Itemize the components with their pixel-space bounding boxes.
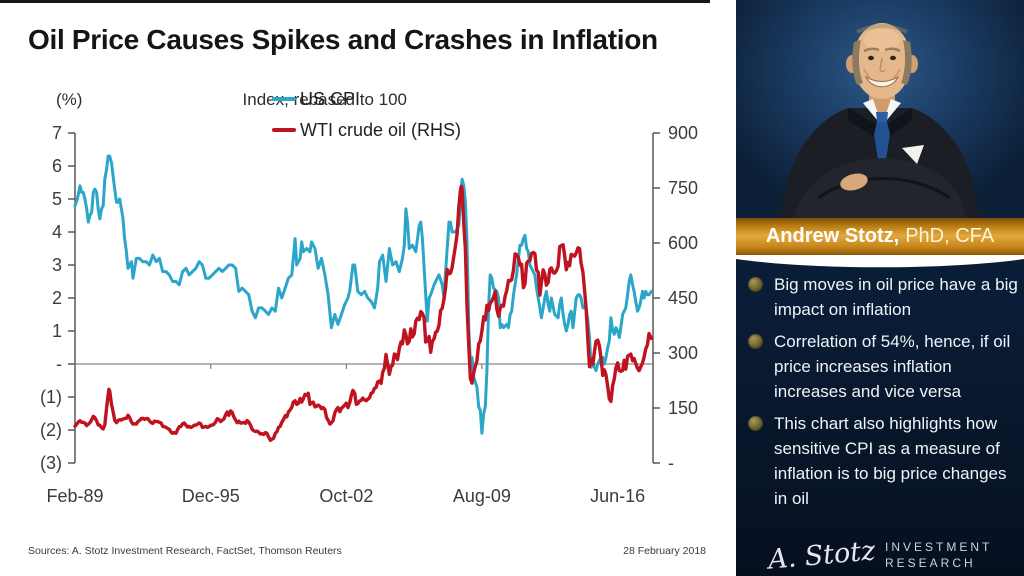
svg-text:750: 750 <box>668 178 698 198</box>
svg-text:450: 450 <box>668 288 698 308</box>
swoosh-divider <box>736 255 1024 268</box>
andrew-stotz-photo <box>736 0 1024 218</box>
svg-text:Jun-16: Jun-16 <box>590 486 645 506</box>
svg-text:4: 4 <box>52 222 62 242</box>
legend-item-wti: WTI crude oil (RHS) <box>272 119 461 141</box>
bullet-text: Correlation of 54%, hence, if oil price … <box>774 332 1011 401</box>
name-banner: Andrew Stotz, PhD, CFA <box>736 218 1024 255</box>
portrait-illustration <box>780 23 980 218</box>
signature-logo: A. Stotz <box>766 534 877 576</box>
svg-text:7: 7 <box>52 123 62 143</box>
chart-legend: US CPI WTI crude oil (RHS) <box>272 88 461 150</box>
svg-text:300: 300 <box>668 343 698 363</box>
sources-note: Sources: A. Stotz Investment Research, F… <box>28 545 342 557</box>
svg-text:900: 900 <box>668 123 698 143</box>
svg-text:-: - <box>56 354 62 374</box>
svg-text:2: 2 <box>52 288 62 308</box>
legend-label-us-cpi: US CPI <box>300 88 361 109</box>
sphere-bullet-icon <box>748 416 763 431</box>
sphere-bullet-icon <box>748 334 763 349</box>
astotz-logo: A. Stotz INVESTMENT RESEARCH <box>736 535 1024 575</box>
left-axis-unit-label: (%) <box>56 90 83 109</box>
legend-label-wti: WTI crude oil (RHS) <box>300 119 462 140</box>
logo-wordmark: INVESTMENT RESEARCH <box>885 539 992 571</box>
svg-text:Dec-95: Dec-95 <box>182 486 240 506</box>
svg-text:1: 1 <box>52 321 62 341</box>
right-axis-unit-label: Index, rebased to 100 <box>242 90 407 109</box>
bullet-list: Big moves in oil price have a big impact… <box>736 272 1024 518</box>
top-divider <box>0 0 710 3</box>
list-item: Correlation of 54%, hence, if oil price … <box>748 329 1018 404</box>
svg-text:5: 5 <box>52 189 62 209</box>
wti-line-swatch-icon <box>272 128 296 132</box>
svg-text:Feb-89: Feb-89 <box>46 486 103 506</box>
banner-credentials: PhD, CFA <box>905 225 995 247</box>
sphere-bullet-icon <box>748 277 763 292</box>
svg-text:600: 600 <box>668 233 698 253</box>
cpi-line-swatch-icon <box>272 97 296 101</box>
svg-text:(1): (1) <box>40 387 62 407</box>
slide-date: 28 February 2018 <box>623 545 706 557</box>
bullet-text: This chart also highlights how sensitive… <box>774 414 1007 508</box>
line-chart: 7 6 5 4 3 2 1 - (1) (2) (3) 900 750 600 450 300 150 - Feb-… <box>40 123 698 506</box>
svg-text:Aug-09: Aug-09 <box>453 486 511 506</box>
logo-wordmark-line1: INVESTMENT <box>885 540 993 554</box>
svg-text:-: - <box>668 453 674 473</box>
banner-name: Andrew Stotz, <box>765 225 900 247</box>
svg-text:(2): (2) <box>40 420 62 440</box>
svg-text:(3): (3) <box>40 453 62 473</box>
page-title: Oil Price Causes Spikes and Crashes in I… <box>28 24 658 55</box>
svg-text:6: 6 <box>52 156 62 176</box>
chart-panel: Oil Price Causes Spikes and Crashes in I… <box>0 0 710 557</box>
list-item: This chart also highlights how sensitive… <box>748 411 1018 511</box>
svg-text:3: 3 <box>52 255 62 275</box>
bullet-text: Big moves in oil price have a big impact… <box>774 275 1018 319</box>
svg-text:150: 150 <box>668 398 698 418</box>
logo-wordmark-line2: RESEARCH <box>885 556 976 570</box>
legend-item-us-cpi: US CPI <box>272 88 461 110</box>
svg-text:Oct-02: Oct-02 <box>319 486 373 506</box>
sidebar: Andrew Stotz, PhD, CFA Big moves in oil … <box>736 0 1024 576</box>
list-item: Big moves in oil price have a big impact… <box>748 272 1018 322</box>
